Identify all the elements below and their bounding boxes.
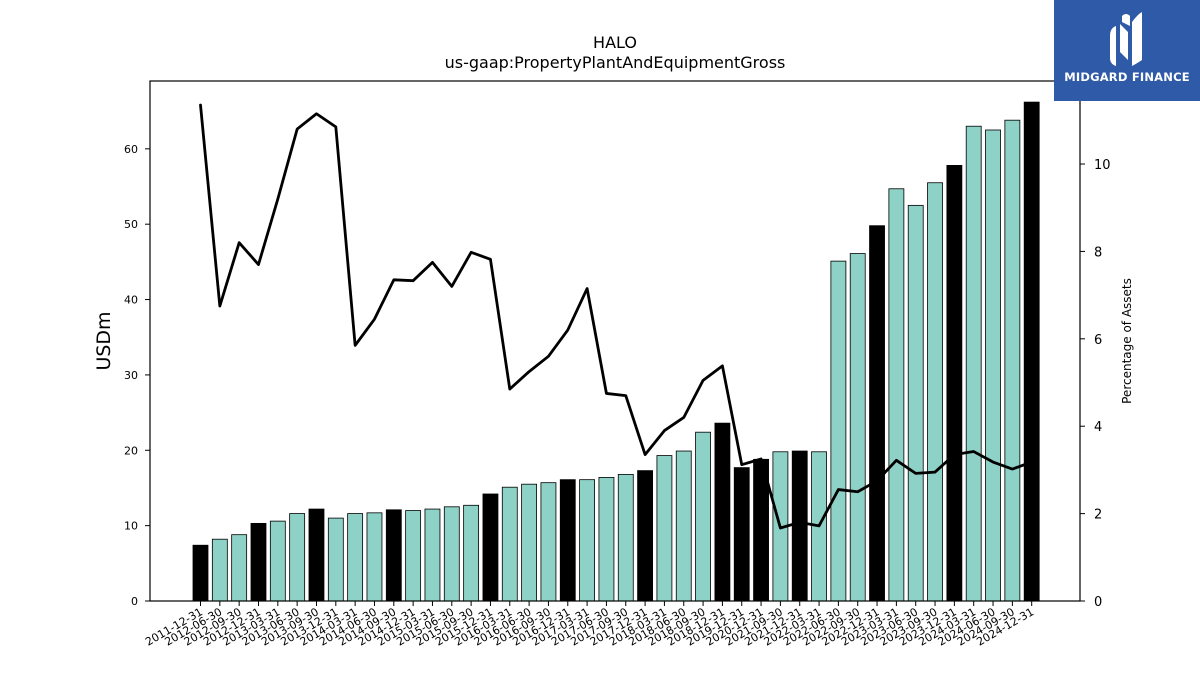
bar — [540, 482, 557, 602]
y2-axis-label: Percentage of Assets — [1120, 278, 1134, 404]
bar — [907, 204, 924, 602]
y2-tick-label: 4 — [1094, 420, 1102, 435]
bar — [656, 455, 673, 602]
x-axis: 2011-12-312012-06-302012-09-302012-12-31… — [143, 601, 1036, 649]
bar — [714, 422, 731, 602]
bar — [385, 509, 402, 602]
plot-frame — [149, 80, 1081, 602]
left-axis: 0 10 20 30 40 50 60 — [124, 143, 150, 608]
bar — [985, 129, 1001, 602]
line-group — [199, 103, 1034, 530]
bar — [733, 467, 750, 602]
bar — [366, 512, 383, 602]
bar — [888, 188, 905, 602]
y-tick-label: 20 — [124, 444, 138, 457]
bar — [327, 517, 344, 602]
bar — [637, 470, 653, 602]
bar — [231, 534, 248, 602]
y-tick-label: 60 — [124, 143, 138, 156]
chart-title: HALO — [593, 33, 637, 52]
bar — [1023, 101, 1040, 602]
bar — [250, 522, 267, 602]
bar — [791, 450, 808, 602]
y-axis-label: USDm — [93, 311, 115, 370]
bar — [501, 486, 518, 602]
y-tick-label: 10 — [124, 520, 138, 533]
y-tick-label: 30 — [124, 369, 138, 382]
bar — [269, 520, 286, 602]
midgard-finance-logo: MIDGARD FINANCE — [1054, 0, 1200, 101]
bar — [849, 253, 866, 602]
bar — [289, 513, 306, 602]
y-tick-label: 0 — [131, 595, 138, 608]
bar — [965, 125, 982, 602]
y2-tick-label: 0 — [1094, 595, 1102, 610]
bar — [579, 479, 595, 602]
bars-group — [192, 101, 1040, 602]
bar — [927, 182, 943, 602]
y-tick-label: 40 — [124, 294, 138, 307]
bar — [869, 225, 885, 602]
bar — [211, 538, 228, 602]
y2-tick-label: 6 — [1094, 333, 1102, 348]
series-line — [199, 103, 1034, 530]
y2-tick-label: 2 — [1094, 508, 1102, 523]
bar — [617, 473, 634, 602]
bar — [482, 493, 499, 602]
bar — [695, 431, 711, 602]
bar — [424, 508, 441, 602]
logo-text: MIDGARD FINANCE — [1064, 70, 1190, 84]
bar — [598, 477, 615, 602]
bar — [559, 479, 576, 602]
y-tick-label: 50 — [124, 218, 138, 231]
bar — [946, 165, 963, 602]
bar — [347, 513, 364, 602]
midgard-logo-icon — [1110, 12, 1142, 66]
bar — [443, 506, 460, 602]
bar — [830, 260, 847, 602]
bar — [463, 504, 480, 602]
bar — [1004, 119, 1021, 602]
bar — [521, 483, 538, 602]
bar — [675, 450, 692, 602]
right-axis: 0 2 4 6 8 10 — [1080, 158, 1111, 610]
bar — [308, 508, 325, 602]
y2-tick-label: 10 — [1094, 158, 1111, 173]
y2-tick-label: 8 — [1094, 245, 1102, 260]
chart-subtitle: us-gaap:PropertyPlantAndEquipmentGross — [445, 53, 786, 72]
bar — [192, 544, 209, 602]
bar — [405, 510, 422, 602]
